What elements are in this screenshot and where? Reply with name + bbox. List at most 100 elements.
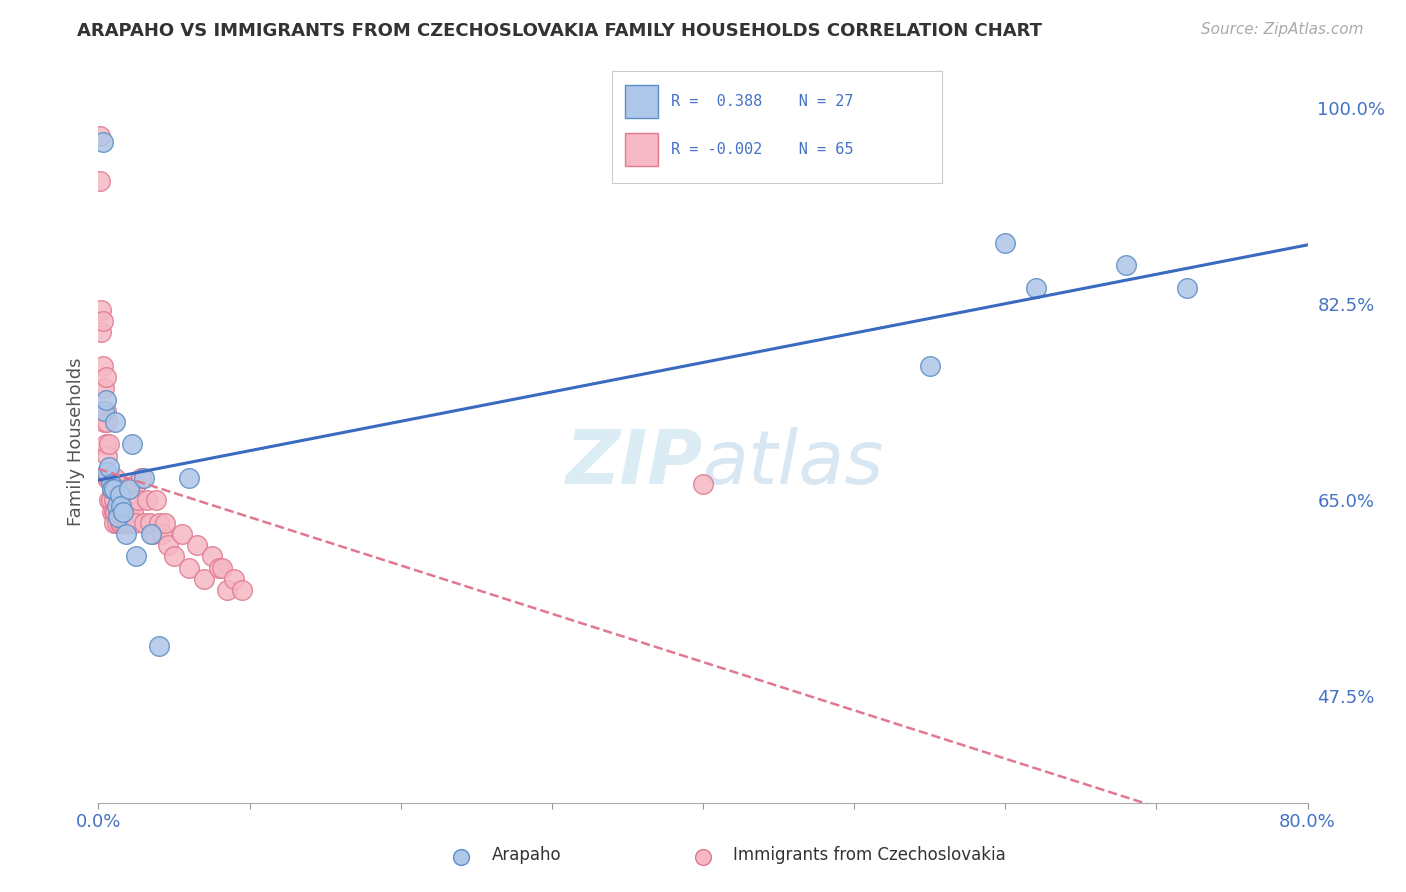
Point [98, 437, 121, 451]
Point [111, 504, 134, 518]
Point [179, 471, 201, 485]
Point [96, 415, 118, 429]
Point [111, 504, 134, 518]
Point [93, 381, 115, 395]
Point [215, 582, 238, 597]
Point [211, 560, 233, 574]
Point [96, 466, 118, 480]
Point [100, 476, 122, 491]
Point [135, 493, 157, 508]
Point [148, 516, 170, 530]
Bar [624, 85, 658, 119]
Point [115, 516, 138, 530]
Point [231, 582, 253, 597]
Point [110, 516, 132, 530]
Point [105, 516, 128, 530]
Point [142, 527, 165, 541]
Point [104, 415, 127, 429]
Point [139, 516, 162, 530]
Point [208, 560, 231, 574]
Point [103, 504, 125, 518]
Point [179, 560, 201, 574]
Point [120, 516, 142, 530]
Point [94, 437, 117, 451]
Point [91, 135, 114, 149]
Point [107, 504, 129, 518]
Point [94, 370, 117, 384]
Text: ARAPAHO VS IMMIGRANTS FROM CZECHOSLOVAKIA FAMILY HOUSEHOLDS CORRELATION CHART: ARAPAHO VS IMMIGRANTS FROM CZECHOSLOVAKI… [77, 22, 1042, 40]
Point [105, 499, 128, 513]
Point [132, 471, 155, 485]
Point [1175, 280, 1198, 294]
Point [150, 527, 173, 541]
Point [100, 493, 122, 508]
Point [145, 493, 167, 508]
Point [122, 504, 145, 518]
Bar [624, 133, 658, 166]
Point [98, 493, 121, 508]
Point [93, 415, 115, 429]
Point [90, 302, 112, 317]
Point [692, 476, 714, 491]
Point [100, 471, 122, 485]
Point [101, 482, 124, 496]
Text: ZIP: ZIP [565, 426, 703, 500]
Point [93, 403, 115, 417]
Point [163, 549, 186, 564]
Y-axis label: Family Households: Family Households [66, 358, 84, 525]
Point [994, 235, 1017, 250]
Point [121, 437, 143, 451]
Point [89, 174, 111, 188]
Point [112, 516, 135, 530]
Point [118, 482, 141, 496]
Point [110, 493, 132, 508]
Text: Arapaho: Arapaho [492, 846, 561, 863]
Point [170, 527, 193, 541]
Point [98, 471, 121, 485]
Point [129, 471, 152, 485]
Point [107, 510, 129, 524]
Point [103, 516, 125, 530]
Point [96, 449, 118, 463]
Point [118, 504, 141, 518]
Point [193, 572, 215, 586]
Point [148, 639, 170, 653]
Point [1024, 280, 1046, 294]
Text: Immigrants from Czechoslovakia: Immigrants from Czechoslovakia [734, 846, 1005, 863]
Text: atlas: atlas [703, 427, 884, 500]
Point [186, 538, 208, 552]
Point [104, 504, 127, 518]
Point [91, 359, 114, 373]
Text: R = -0.002    N = 65: R = -0.002 N = 65 [671, 142, 853, 157]
Point [103, 482, 125, 496]
Point [156, 538, 179, 552]
Point [94, 392, 117, 407]
Point [121, 493, 143, 508]
Point [132, 516, 155, 530]
Point [110, 499, 132, 513]
Text: Source: ZipAtlas.com: Source: ZipAtlas.com [1201, 22, 1364, 37]
Text: R =  0.388    N = 27: R = 0.388 N = 27 [671, 94, 853, 109]
Point [124, 516, 146, 530]
Point [96, 471, 118, 485]
Point [1115, 258, 1137, 272]
Point [153, 516, 176, 530]
Point [114, 527, 136, 541]
Point [224, 572, 246, 586]
Point [94, 403, 117, 417]
Point [91, 403, 114, 417]
Point [201, 549, 224, 564]
Point [98, 459, 121, 474]
Point [918, 359, 941, 373]
Point [101, 504, 124, 518]
Point [108, 488, 131, 502]
Point [91, 314, 114, 328]
Point [141, 527, 163, 541]
Point [89, 129, 111, 144]
Point [125, 476, 148, 491]
Point [90, 326, 112, 340]
Point [103, 493, 125, 508]
Point [125, 549, 148, 564]
Point [108, 516, 131, 530]
Point [101, 482, 124, 496]
